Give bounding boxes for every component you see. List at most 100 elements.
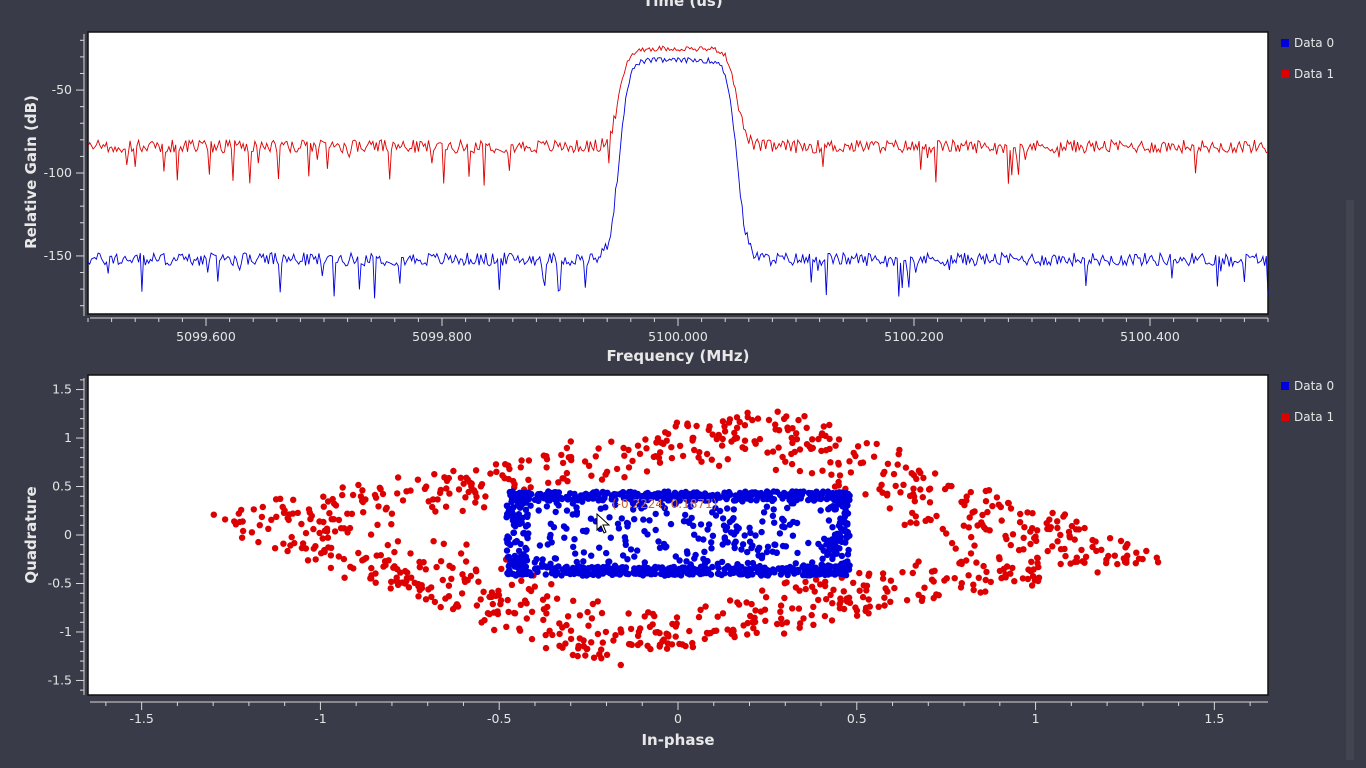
scatter-point-data1 [865, 573, 871, 579]
constellation-ylabel: Quadrature [22, 486, 40, 583]
scatter-point-data1 [931, 595, 937, 601]
scatter-point-data1 [339, 492, 345, 498]
scatter-point-data1 [428, 584, 434, 590]
scatter-point-data1 [865, 610, 871, 616]
vertical-scrollbar[interactable] [1346, 200, 1354, 760]
scatter-point-data0 [845, 551, 851, 557]
scatter-point-data1 [716, 432, 722, 438]
scatter-point-data0 [774, 550, 780, 556]
legend-top-data0[interactable]: Data 0 [1281, 36, 1334, 50]
scatter-point-data1 [391, 549, 397, 555]
scatter-point-data1 [281, 510, 287, 516]
spectrum-plot[interactable]: 5099.600 5099.800 5100.000 5100.200 5100.400… [22, 32, 1268, 365]
scatter-point-data1 [702, 636, 708, 642]
x-tick-label: 5100.000 [648, 329, 708, 344]
scatter-point-data0 [536, 507, 542, 513]
scatter-point-data0 [701, 549, 707, 555]
y-tick-label: 1 [64, 430, 72, 445]
scatter-point-data1 [673, 423, 679, 429]
scatter-point-data0 [583, 528, 589, 534]
scatter-point-data1 [789, 461, 795, 467]
scatter-point-data1 [556, 631, 562, 637]
scatter-point-data1 [720, 610, 726, 616]
scatter-point-data1 [415, 593, 421, 599]
scatter-point-data1 [770, 448, 776, 454]
scatter-point-data0 [544, 503, 550, 509]
scatter-point-data1 [676, 641, 682, 647]
scatter-point-data1 [1020, 546, 1026, 552]
scatter-point-data1 [310, 526, 316, 532]
scatter-point-data0 [843, 508, 849, 514]
scatter-point-data1 [441, 541, 447, 547]
scatter-point-data1 [942, 486, 948, 492]
scatter-point-data1 [475, 579, 481, 585]
scatter-point-data1 [931, 578, 937, 584]
scatter-point-data0 [507, 512, 513, 518]
scatter-point-data1 [782, 580, 788, 586]
scatter-point-data1 [1058, 561, 1064, 567]
constellation-plot[interactable]: -1.5 -1 -0.5 0 0.5 1 1.5 1.5 1 0.5 0 -0.5 -1 -1.5 (-0… [22, 375, 1268, 749]
scatter-point-data1 [885, 461, 891, 467]
scatter-point-data1 [841, 588, 847, 594]
scatter-point-data1 [826, 446, 832, 452]
scatter-point-data1 [422, 486, 428, 492]
scatter-point-data1 [837, 472, 843, 478]
spectrum-plot-area[interactable] [88, 32, 1268, 314]
legend-bottom-data1[interactable]: Data 1 [1281, 410, 1334, 424]
scatter-point-data1 [618, 662, 624, 668]
scatter-point-data0 [653, 527, 659, 533]
scatter-point-data1 [570, 598, 576, 604]
scatter-point-data1 [385, 542, 391, 548]
scatter-point-data0 [700, 569, 706, 575]
scatter-point-data1 [752, 607, 758, 613]
x-tick-label: 1 [1032, 711, 1040, 726]
scatter-point-data1 [516, 626, 522, 632]
scatter-point-data1 [927, 486, 933, 492]
scatter-point-data0 [606, 558, 612, 564]
scatter-point-data1 [952, 575, 958, 581]
scatter-point-data1 [1123, 556, 1129, 562]
scatter-point-data1 [635, 443, 641, 449]
scatter-point-data1 [545, 480, 551, 486]
scatter-point-data1 [620, 445, 626, 451]
scatter-point-data0 [713, 512, 719, 518]
scatter-point-data0 [738, 497, 744, 503]
scatter-point-data0 [777, 530, 783, 536]
legend-top-data1[interactable]: Data 1 [1281, 67, 1334, 81]
scatter-point-data1 [618, 629, 624, 635]
scatter-point-data1 [979, 512, 985, 518]
scatter-point-data1 [846, 458, 852, 464]
scatter-point-data0 [655, 538, 661, 544]
scatter-point-data0 [772, 542, 778, 548]
scatter-point-data1 [880, 575, 886, 581]
scatter-point-data1 [996, 554, 1002, 560]
scatter-point-data1 [696, 614, 702, 620]
scatter-point-data1 [325, 498, 331, 504]
y-tick-label: -1.5 [48, 672, 72, 687]
scatter-point-data0 [593, 489, 599, 495]
scatter-point-data1 [438, 487, 444, 493]
legend-label: Data 1 [1294, 410, 1334, 424]
scatter-point-data1 [450, 468, 456, 474]
scatter-point-data0 [504, 503, 510, 509]
scatter-point-data1 [1034, 527, 1040, 533]
scatter-point-data1 [742, 438, 748, 444]
spectrum-xlabel: Frequency (MHz) [607, 347, 750, 365]
scatter-point-data1 [1010, 531, 1016, 537]
scatter-point-data1 [773, 467, 779, 473]
scatter-point-data1 [496, 592, 502, 598]
scatter-point-data1 [822, 613, 828, 619]
scatter-point-data1 [593, 453, 599, 459]
legend-bottom-data0[interactable]: Data 0 [1281, 379, 1334, 393]
scatter-point-data1 [1098, 547, 1104, 553]
scatter-point-data1 [742, 422, 748, 428]
scatter-point-data0 [841, 528, 847, 534]
scatter-point-data1 [662, 429, 668, 435]
scatter-point-data1 [711, 628, 717, 634]
scatter-point-data1 [948, 483, 954, 489]
scatter-point-data1 [983, 488, 989, 494]
scatter-point-data1 [766, 417, 772, 423]
scatter-point-data0 [689, 515, 695, 521]
scatter-point-data1 [466, 489, 472, 495]
scatter-point-data0 [700, 556, 706, 562]
